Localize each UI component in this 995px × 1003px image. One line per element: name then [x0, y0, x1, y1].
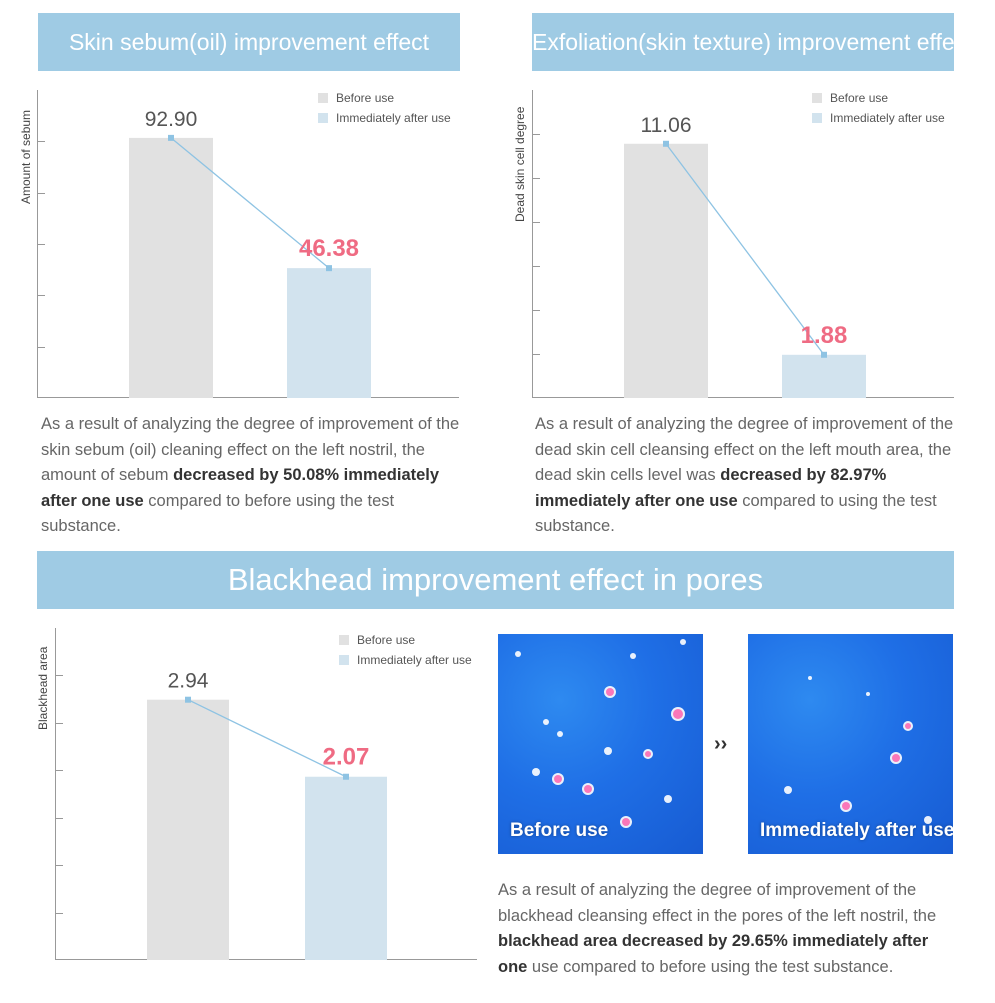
- exfoliation-title-banner: Exfoliation(skin texture) improvement ef…: [532, 13, 954, 71]
- trend-line: [665, 143, 825, 356]
- legend-swatch-before: [318, 93, 328, 103]
- before-use-value-label: 92.90: [145, 108, 198, 131]
- chart-canvas: 92.90 46.38: [37, 90, 459, 398]
- blackhead-description: As a result of analyzing the degree of i…: [498, 878, 960, 980]
- sebum-y-axis-label: Amount of sebum: [19, 109, 33, 204]
- description-highlight: decreased by 82.97% immediately after on…: [535, 466, 887, 510]
- description-text: use compared to before using the test su…: [527, 957, 894, 976]
- legend-swatch-after: [318, 113, 328, 123]
- chart-canvas: 11.06 1.88: [532, 90, 954, 398]
- legend-item-after: Immediately after use: [812, 108, 945, 128]
- legend-swatch-before: [812, 93, 822, 103]
- before-use-caption: Before use: [510, 820, 609, 841]
- sebum-title: Skin sebum(oil) improvement effect: [68, 29, 430, 55]
- before-use-bar: [624, 143, 708, 398]
- exfoliation-title: Exfoliation(skin texture) improvement ef…: [532, 29, 954, 55]
- exfoliation-description: As a result of analyzing the degree of i…: [535, 412, 980, 540]
- before-use-bar: [147, 699, 229, 960]
- sebum-description: As a result of analyzing the degree of i…: [41, 412, 471, 540]
- exfoliation-bar-chart: 11.06 1.88: [532, 90, 954, 398]
- after-use-texture: [784, 676, 932, 824]
- description-text: As a result of analyzing the degree of i…: [535, 415, 954, 484]
- legend-item-before: Before use: [339, 630, 472, 650]
- blackhead-y-axis-label: Blackhead area: [36, 646, 50, 730]
- before-use-point: [168, 134, 174, 141]
- sebum-title-banner: Skin sebum(oil) improvement effect: [38, 13, 460, 71]
- description-highlight: blackhead area decreased by 29.65% immed…: [498, 932, 929, 976]
- before-use-value-label: 2.94: [168, 670, 209, 693]
- legend-label-after: Immediately after use: [357, 653, 472, 667]
- legend-item-before: Before use: [812, 88, 945, 108]
- sebum-legend: Before use Immediately after use: [318, 88, 451, 128]
- legend-label-after: Immediately after use: [336, 111, 451, 125]
- after-use-value-label: 2.07: [323, 744, 370, 771]
- after-use-point: [343, 773, 349, 780]
- chart-canvas: 2.94 2.07: [55, 628, 477, 960]
- legend-label-before: Before use: [357, 633, 416, 647]
- blackhead-legend: Before use Immediately after use: [339, 630, 472, 670]
- before-use-value-label: 11.06: [641, 114, 692, 137]
- legend-swatch-before: [339, 635, 349, 645]
- description-text: compared to using the test substance.: [535, 491, 937, 536]
- after-use-point: [821, 351, 827, 358]
- blackhead-title-banner: Blackhead improvement effect in pores: [37, 551, 954, 609]
- description-text: As a result of analyzing the degree of i…: [498, 881, 937, 925]
- description-highlight: decreased by 50.08% immediately after on…: [41, 466, 440, 510]
- legend-label-before: Before use: [830, 91, 889, 105]
- description-text: compared to before using the test substa…: [41, 491, 395, 536]
- before-use-photo: Before use: [498, 634, 703, 854]
- legend-item-after: Immediately after use: [318, 108, 451, 128]
- after-use-bar: [782, 354, 866, 398]
- double-chevron-right-icon: ››: [714, 733, 728, 755]
- trend-line: [170, 137, 330, 269]
- legend-swatch-after: [812, 113, 822, 123]
- after-use-caption: Immediately after use: [760, 820, 953, 841]
- after-use-bar: [287, 268, 371, 398]
- before-use-point: [185, 696, 191, 703]
- before-use-texture: [515, 639, 686, 828]
- description-text: As a result of analyzing the degree of i…: [41, 415, 460, 484]
- legend-item-before: Before use: [318, 88, 451, 108]
- after-use-bar: [305, 776, 387, 960]
- sebum-bar-chart: 92.90 46.38: [37, 90, 459, 398]
- exfoliation-y-axis-label: Dead skin cell degree: [513, 106, 527, 222]
- before-use-bar: [129, 137, 213, 398]
- legend-label-after: Immediately after use: [830, 111, 945, 125]
- blackhead-title: Blackhead improvement effect in pores: [227, 562, 764, 597]
- exfoliation-legend: Before use Immediately after use: [812, 88, 945, 128]
- legend-swatch-after: [339, 655, 349, 665]
- legend-item-after: Immediately after use: [339, 650, 472, 670]
- trend-line: [187, 699, 347, 778]
- legend-label-before: Before use: [336, 91, 395, 105]
- after-use-value-label: 1.88: [801, 322, 848, 349]
- after-use-point: [326, 265, 332, 272]
- before-use-point: [663, 140, 669, 147]
- after-use-photo: Immediately after use: [748, 634, 953, 854]
- blackhead-bar-chart: 2.94 2.07: [55, 628, 477, 960]
- after-use-value-label: 46.38: [299, 235, 359, 262]
